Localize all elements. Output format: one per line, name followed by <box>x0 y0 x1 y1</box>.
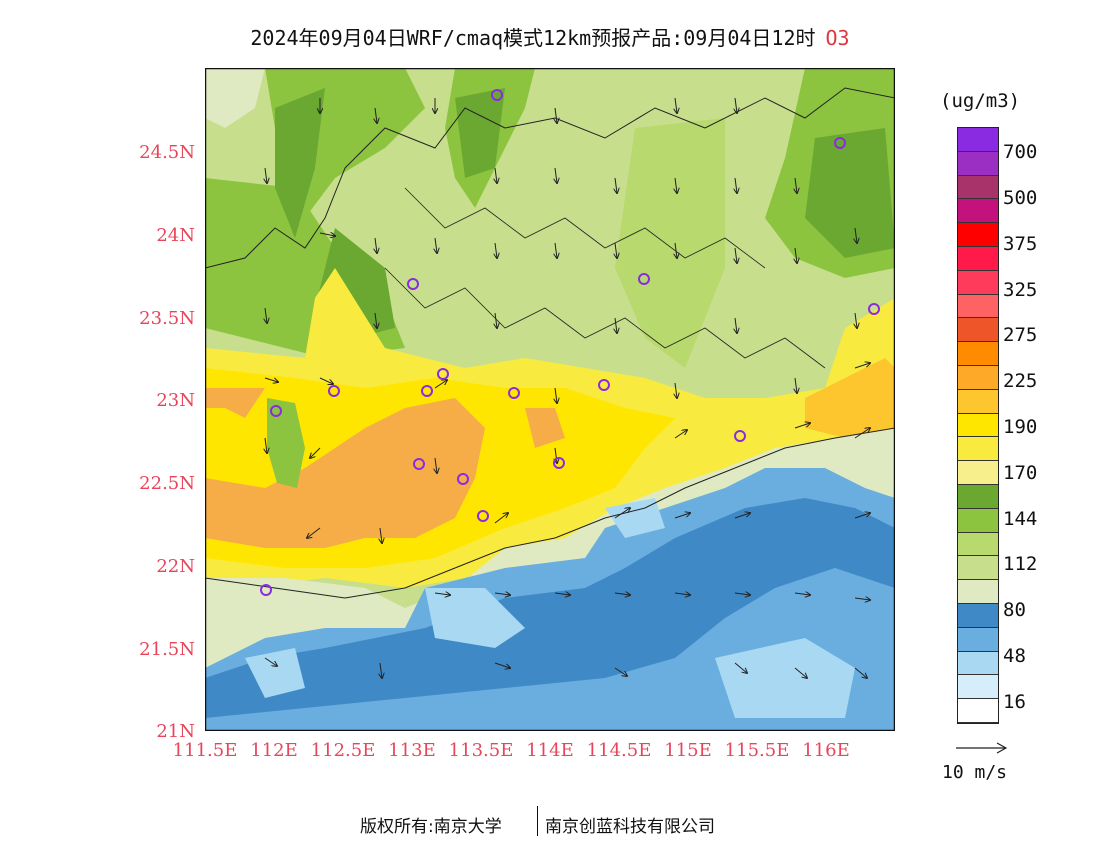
legend-color-cell <box>958 199 998 224</box>
lon-label-113: 113E <box>388 740 436 761</box>
chart-title: 2024年09月04日WRF/cmaq模式12km预报产品:09月04日12时 O… <box>0 22 1100 51</box>
legend-color-cell <box>958 365 998 390</box>
legend-color-cell <box>958 651 998 676</box>
credit-separator <box>537 806 538 836</box>
lat-label-22-5: 22.5N <box>139 473 195 494</box>
map-frame <box>205 68 895 731</box>
title-species: O3 <box>825 26 850 50</box>
legend-color-cell <box>958 318 998 343</box>
reference-wind-arrow <box>956 742 1008 754</box>
legend-color-cell <box>958 389 998 414</box>
station-markers <box>260 89 880 596</box>
legend-tick-375: 375 <box>1003 233 1038 255</box>
lat-label-21-5: 21.5N <box>139 639 195 660</box>
lon-label-112-5: 112.5E <box>310 740 376 761</box>
legend-color-cell <box>958 175 998 200</box>
zone-green-island <box>267 398 305 488</box>
legend-color-cell <box>958 627 998 652</box>
legend-tick-144: 144 <box>1003 508 1038 530</box>
legend-tick-225: 225 <box>1003 370 1038 392</box>
legend-unit: (ug/m3) <box>940 90 1021 112</box>
lat-label-24-5: 24.5N <box>139 142 195 163</box>
legend-color-cell <box>958 342 998 366</box>
lat-label-22: 22N <box>156 556 195 577</box>
legend-color-cell <box>958 580 998 604</box>
legend-color-cell <box>958 603 998 628</box>
province-boundary <box>205 87 895 269</box>
legend-color-cell <box>958 675 998 700</box>
credit-left: 版权所有:南京大学 <box>360 817 502 837</box>
zone-light-blue-3 <box>715 638 855 718</box>
coastline <box>205 427 895 599</box>
lon-label-114-5: 114.5E <box>586 740 652 761</box>
legend-tick-325: 325 <box>1003 279 1038 301</box>
zone-dark-green-3 <box>805 128 895 258</box>
legend-tick-275: 275 <box>1003 324 1038 346</box>
zone-225-b <box>205 388 265 418</box>
legend-color-cell <box>958 128 998 152</box>
legend-color-cell <box>958 223 998 247</box>
legend-color-cell <box>958 556 998 581</box>
legend-color-cell <box>958 508 998 533</box>
legend-tick-170: 170 <box>1003 462 1038 484</box>
zone-light-blue-1 <box>425 588 525 648</box>
zone-light-blue-4 <box>245 648 305 698</box>
zone-pale-nw <box>205 68 265 128</box>
lon-label-111-5: 111.5E <box>172 740 238 761</box>
lon-label-114: 114E <box>526 740 574 761</box>
zone-dark-blue <box>205 498 895 718</box>
legend-color-cell <box>958 461 998 485</box>
county-lines <box>384 187 826 369</box>
legend-tick-80: 80 <box>1003 599 1026 621</box>
lon-label-112: 112E <box>250 740 298 761</box>
legend-tick-500: 500 <box>1003 187 1038 209</box>
color-legend <box>957 127 999 724</box>
lat-label-21: 21N <box>156 721 195 742</box>
zone-190-east <box>805 358 895 438</box>
title-main: 2024年09月04日WRF/cmaq模式12km预报产品:09月04日12时 <box>250 26 816 50</box>
zone-dark-green-1 <box>275 88 325 238</box>
lat-label-23: 23N <box>156 390 195 411</box>
legend-tick-48: 48 <box>1003 645 1026 667</box>
legend-tick-112: 112 <box>1003 553 1038 575</box>
legend-color-cell <box>958 151 998 176</box>
credit-right: 南京创蓝科技有限公司 <box>545 817 715 837</box>
zone-225 <box>205 398 485 548</box>
reference-wind-label: 10 m/s <box>942 762 1008 783</box>
legend-color-cell <box>958 413 998 438</box>
ozone-map <box>205 68 895 731</box>
legend-color-cell <box>958 699 998 723</box>
legend-color-cell <box>958 246 998 271</box>
legend-tick-16: 16 <box>1003 691 1026 713</box>
legend-color-cell <box>958 484 998 509</box>
zone-light-blue-2 <box>605 498 665 538</box>
legend-tick-700: 700 <box>1003 141 1038 163</box>
lon-label-116: 116E <box>802 740 850 761</box>
legend-color-cell <box>958 270 998 295</box>
lon-label-115: 115E <box>664 740 712 761</box>
lon-label-115-5: 115.5E <box>724 740 790 761</box>
zone-green-east <box>615 118 725 368</box>
lon-label-113-5: 113.5E <box>448 740 514 761</box>
wind-arrows <box>265 97 870 678</box>
lat-label-23-5: 23.5N <box>139 308 195 329</box>
zone-225-c <box>525 408 565 448</box>
legend-color-cell <box>958 437 998 462</box>
lat-label-24: 24N <box>156 225 195 246</box>
legend-tick-190: 190 <box>1003 416 1038 438</box>
legend-color-cell <box>958 532 998 557</box>
legend-color-cell <box>958 294 998 319</box>
zone-dark-green-2 <box>455 88 505 178</box>
